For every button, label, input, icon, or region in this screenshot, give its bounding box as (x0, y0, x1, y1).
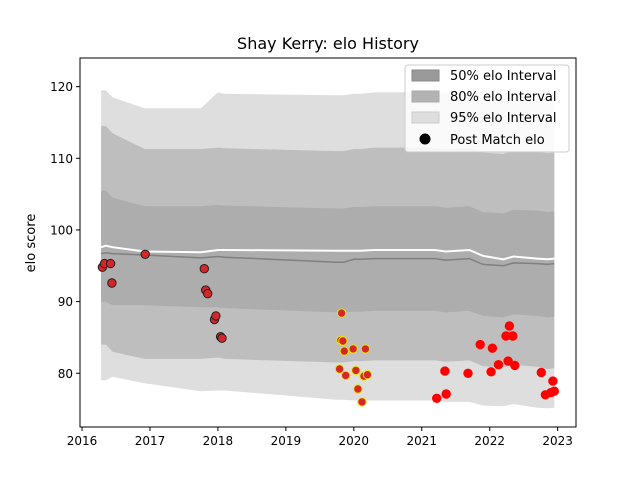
y-axis: 80 90 100 110 120 (50, 80, 80, 381)
x-tick-label-2020: 2020 (339, 434, 370, 448)
mean-line (100, 252, 555, 267)
data-point-35 (504, 321, 515, 331)
x-axis: 2016 2017 2018 2019 2020 2021 2022 2023 (67, 427, 573, 448)
data-point-18 (348, 344, 358, 354)
data-point-17 (341, 370, 351, 381)
data-point-36 (508, 331, 518, 341)
data-point-34 (503, 356, 513, 366)
mean-lines (100, 244, 555, 267)
data-point-25 (432, 393, 442, 403)
data-point-28 (463, 368, 473, 378)
band-80 (101, 126, 555, 369)
y-axis-label: elo score (24, 214, 39, 273)
legend: 50% elo Interval 80% elo Interval 95% el… (404, 64, 570, 153)
y-tick-label-80: 80 (58, 367, 73, 381)
plot-frame (79, 57, 577, 428)
legend-marker-points (419, 133, 431, 145)
data-point-9 (211, 311, 221, 321)
y-tick-label-120: 120 (50, 80, 73, 94)
data-point-16 (339, 346, 349, 356)
data-point-37 (510, 360, 520, 371)
data-point-29 (475, 339, 485, 350)
data-point-24 (362, 370, 373, 380)
x-tick-label-2019: 2019 (271, 434, 302, 448)
post-match-points (97, 249, 559, 407)
y-tick-label-110: 110 (50, 152, 73, 166)
data-point-42 (549, 386, 559, 396)
y-tick-label-100: 100 (50, 223, 73, 237)
data-point-20 (353, 384, 363, 394)
data-point-4 (140, 249, 150, 260)
x-tick-label-2018: 2018 (203, 434, 234, 448)
x-tick-label-2017: 2017 (135, 434, 166, 448)
data-point-12 (334, 364, 345, 374)
legend-label-80: 80% elo Interval (450, 90, 557, 105)
data-point-21 (357, 397, 367, 407)
data-point-30 (486, 367, 496, 377)
data-point-5 (199, 264, 210, 274)
x-tick-label-2022: 2022 (474, 434, 505, 448)
data-point-27 (441, 389, 451, 399)
data-point-3 (107, 278, 117, 288)
band-50 (101, 190, 555, 318)
legend-label-95: 95% elo Interval (450, 111, 557, 126)
y-tick-label-90: 90 (58, 295, 73, 309)
plot-area (79, 57, 577, 428)
chart-title: Shay Kerry: elo History (237, 34, 419, 53)
data-point-38 (536, 367, 546, 378)
x-tick-label-2023: 2023 (542, 434, 573, 448)
upper-line (100, 244, 555, 261)
legend-label-points: Post Match elo (450, 133, 545, 148)
data-point-11 (217, 333, 227, 343)
x-tick-label-2016: 2016 (67, 434, 98, 448)
data-point-14 (336, 308, 347, 318)
legend-swatch-80 (411, 90, 440, 103)
data-point-23 (360, 344, 371, 354)
data-point-32 (493, 360, 504, 370)
x-tick-label-2021: 2021 (406, 434, 437, 448)
data-point-26 (440, 366, 450, 376)
data-point-19 (351, 365, 361, 376)
data-point-15 (338, 336, 348, 346)
data-point-2 (105, 258, 116, 269)
legend-frame (404, 64, 570, 153)
data-point-31 (487, 343, 498, 353)
legend-label-50: 50% elo Interval (450, 69, 557, 84)
interval-bands (101, 90, 555, 409)
data-point-7 (203, 289, 213, 299)
legend-swatch-95 (411, 111, 440, 124)
legend-swatch-50 (411, 69, 440, 82)
data-point-41 (548, 376, 558, 386)
